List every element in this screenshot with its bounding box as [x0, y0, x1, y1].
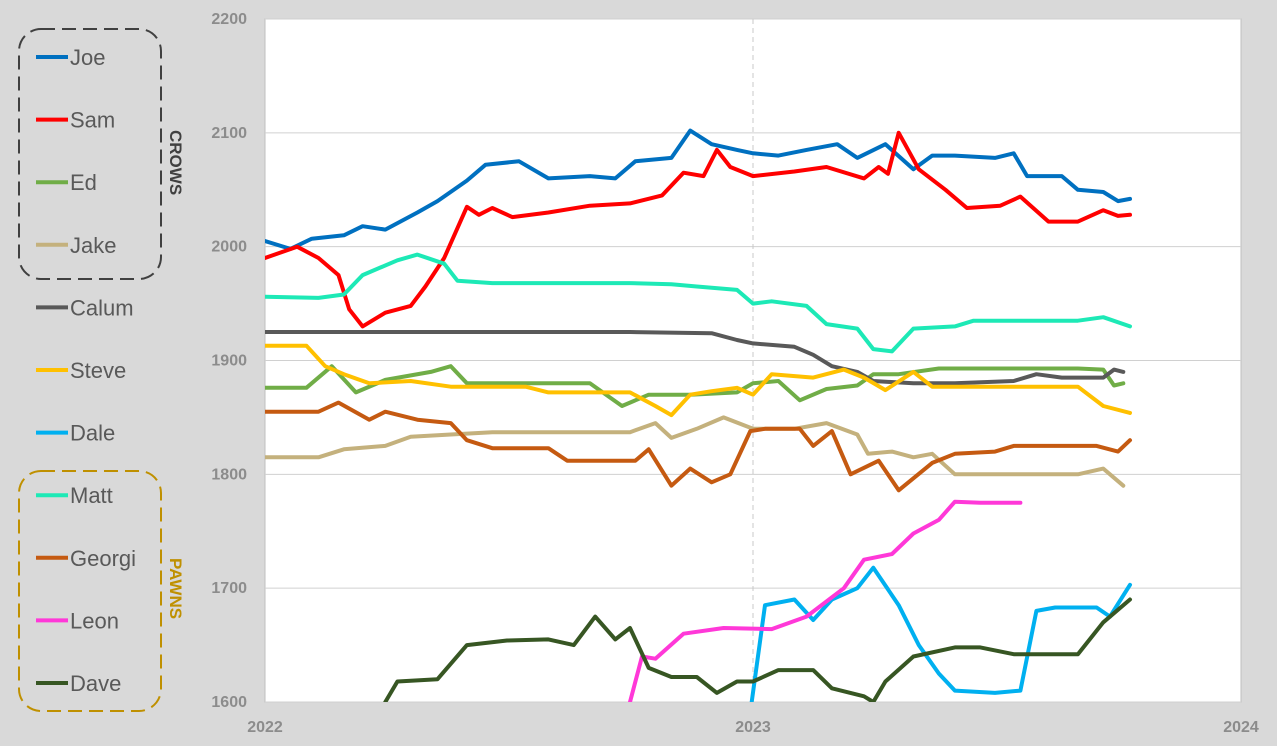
series-lines [265, 128, 1132, 702]
series-line-sam [265, 130, 1132, 329]
legend-label-dave: Dave [70, 671, 121, 696]
series-line-joe [265, 128, 1132, 251]
legend-group-box-pawns [18, 470, 162, 712]
y-tick-label: 2000 [211, 239, 247, 256]
series-line-ed [265, 364, 1126, 408]
series-line-matt [265, 252, 1132, 354]
series-line-dave [383, 597, 1132, 702]
series-line-steve [265, 343, 1132, 418]
legend-label-joe: Joe [70, 45, 105, 70]
gridlines [265, 18, 1241, 703]
legend-group-label-crows: CROWS [166, 130, 185, 195]
legend-label-ed: Ed [70, 170, 97, 195]
series-line-dale [749, 565, 1132, 702]
x-tick-label: 2023 [735, 719, 771, 736]
series-line-leon [628, 499, 1023, 702]
legend-label-dale: Dale [70, 421, 115, 446]
x-axis: 2022 2023 2024 [247, 719, 1259, 736]
y-tick-label: 1600 [211, 694, 247, 711]
legend: Joe Sam Ed Jake Calum Steve Dale Matt Georgi Leon… [18, 28, 185, 712]
y-tick-label: 1700 [211, 580, 247, 597]
series-line-georgi [265, 400, 1132, 493]
y-tick-label: 1900 [211, 353, 247, 370]
legend-group-label-pawns: PAWNS [166, 558, 185, 619]
legend-label-jake: Jake [70, 233, 116, 258]
x-tick-label: 2022 [247, 719, 283, 736]
legend-label-steve: Steve [70, 358, 126, 383]
legend-label-leon: Leon [70, 608, 119, 633]
y-axis: 1600 1700 1800 1900 2000 2100 2200 [211, 11, 247, 711]
legend-label-calum: Calum [70, 295, 134, 320]
y-tick-label: 1800 [211, 466, 247, 483]
legend-label-georgi: Georgi [70, 546, 136, 571]
legend-group-box-crows [18, 28, 162, 280]
legend-label-matt: Matt [70, 483, 113, 508]
y-tick-label: 2100 [211, 125, 247, 142]
legend-label-sam: Sam [70, 108, 115, 133]
series-line-jake [265, 415, 1126, 488]
y-tick-label: 2200 [211, 11, 247, 28]
x-tick-label: 2024 [1223, 719, 1259, 736]
